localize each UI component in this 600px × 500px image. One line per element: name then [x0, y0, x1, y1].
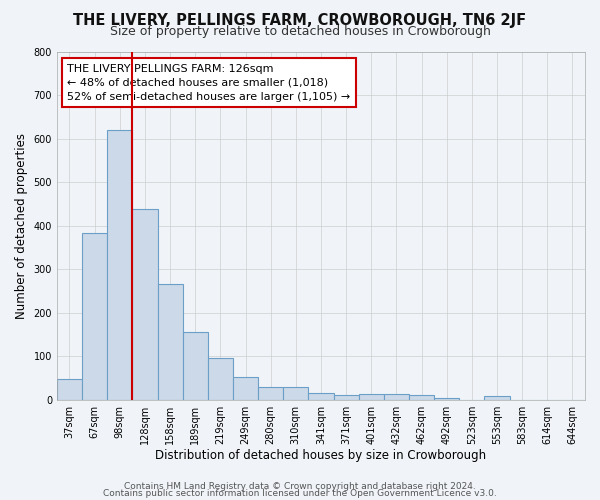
- Bar: [409, 396, 434, 400]
- Bar: [208, 358, 233, 400]
- Bar: [258, 386, 283, 400]
- Bar: [484, 396, 509, 400]
- X-axis label: Distribution of detached houses by size in Crowborough: Distribution of detached houses by size …: [155, 450, 487, 462]
- Bar: [57, 380, 82, 400]
- Text: THE LIVERY, PELLINGS FARM, CROWBOROUGH, TN6 2JF: THE LIVERY, PELLINGS FARM, CROWBOROUGH, …: [73, 12, 527, 28]
- Bar: [182, 332, 208, 400]
- Bar: [82, 233, 107, 400]
- Bar: [359, 394, 384, 400]
- Bar: [233, 377, 258, 400]
- Text: Contains public sector information licensed under the Open Government Licence v3: Contains public sector information licen…: [103, 490, 497, 498]
- Bar: [308, 393, 334, 400]
- Bar: [133, 210, 158, 400]
- Bar: [334, 396, 359, 400]
- Y-axis label: Number of detached properties: Number of detached properties: [15, 132, 28, 318]
- Text: Contains HM Land Registry data © Crown copyright and database right 2024.: Contains HM Land Registry data © Crown c…: [124, 482, 476, 491]
- Bar: [283, 386, 308, 400]
- Text: THE LIVERY PELLINGS FARM: 126sqm
← 48% of detached houses are smaller (1,018)
52: THE LIVERY PELLINGS FARM: 126sqm ← 48% o…: [67, 64, 351, 102]
- Bar: [384, 394, 409, 400]
- Text: Size of property relative to detached houses in Crowborough: Size of property relative to detached ho…: [110, 25, 490, 38]
- Bar: [434, 398, 459, 400]
- Bar: [107, 130, 133, 400]
- Bar: [158, 284, 182, 400]
